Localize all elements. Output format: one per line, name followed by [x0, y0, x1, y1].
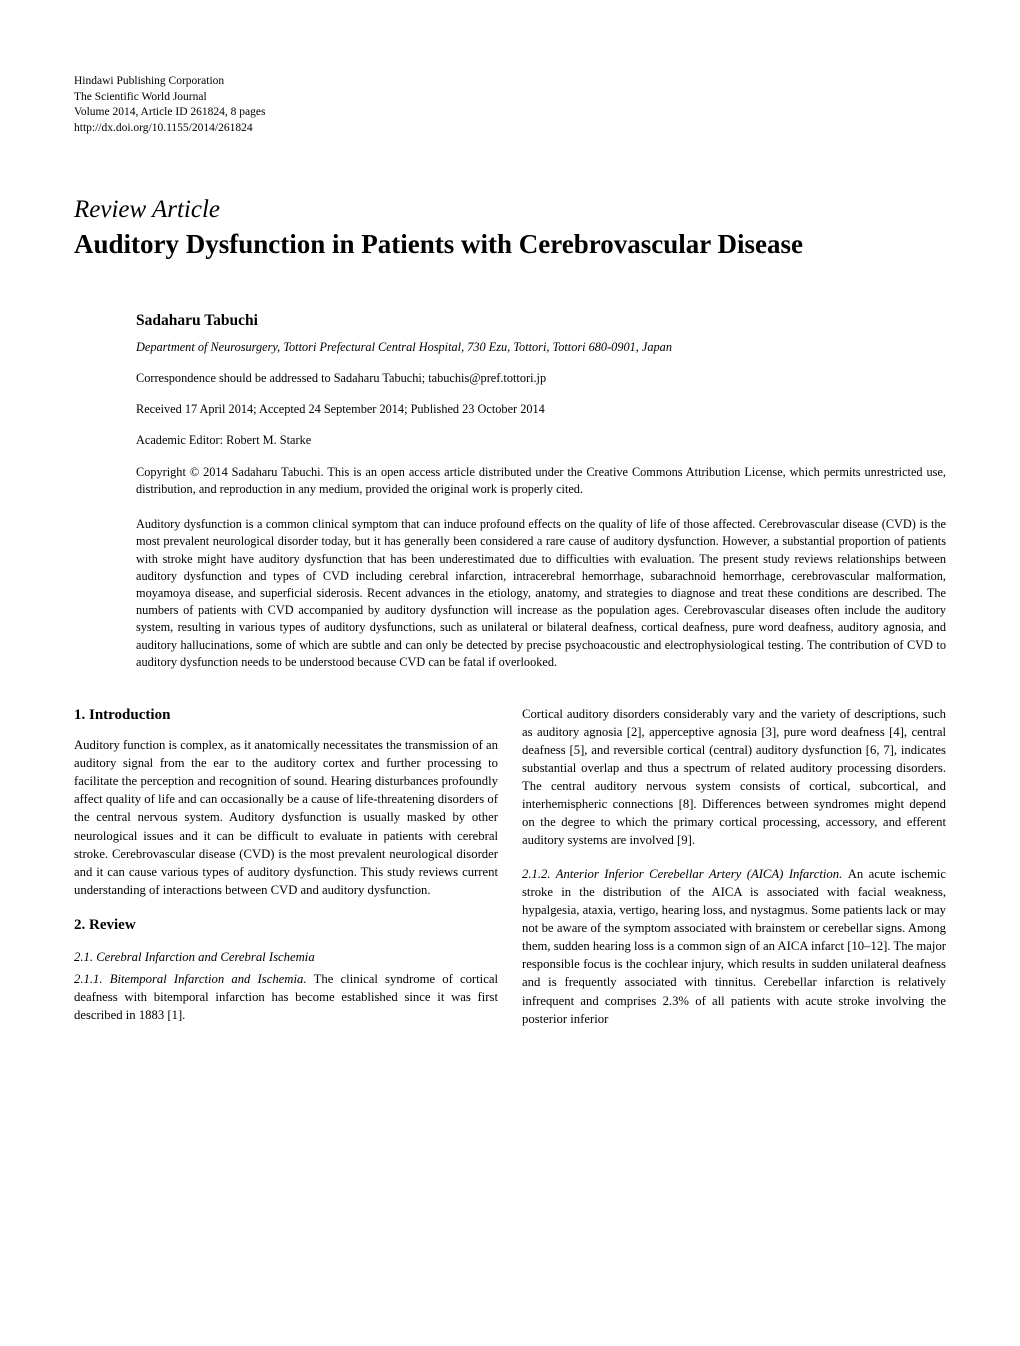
page: Hindawi Publishing Corporation The Scien… — [0, 0, 1020, 1078]
journal-line: The Scientific World Journal — [74, 90, 946, 106]
paragraph-top-right: Cortical auditory disorders considerably… — [522, 705, 946, 849]
author-name: Sadaharu Tabuchi — [136, 312, 946, 330]
doi-line: http://dx.doi.org/10.1155/2014/261824 — [74, 121, 946, 137]
runin-heading-211: 2.1.1. Bitemporal Infarction and Ischemi… — [74, 972, 314, 986]
article-dates: Received 17 April 2014; Accepted 24 Sept… — [136, 402, 946, 417]
left-column: 1. Introduction Auditory function is com… — [74, 705, 498, 1028]
body-columns: 1. Introduction Auditory function is com… — [74, 705, 946, 1028]
paragraph-211: 2.1.1. Bitemporal Infarction and Ischemi… — [74, 970, 498, 1024]
article-title: Auditory Dysfunction in Patients with Ce… — [74, 228, 946, 262]
intro-paragraph: Auditory function is complex, as it anat… — [74, 736, 498, 898]
academic-editor: Academic Editor: Robert M. Starke — [136, 433, 946, 448]
publisher-line: Hindawi Publishing Corporation — [74, 74, 946, 90]
right-column: Cortical auditory disorders considerably… — [522, 705, 946, 1028]
copyright-notice: Copyright © 2014 Sadaharu Tabuchi. This … — [136, 464, 946, 498]
publication-info: Hindawi Publishing Corporation The Scien… — [74, 74, 946, 136]
subsection-heading-21: 2.1. Cerebral Infarction and Cerebral Is… — [74, 948, 498, 966]
paragraph-212: 2.1.2. Anterior Inferior Cerebellar Arte… — [522, 865, 946, 1027]
correspondence: Correspondence should be addressed to Sa… — [136, 371, 946, 386]
runin-heading-212: 2.1.2. Anterior Inferior Cerebellar Arte… — [522, 867, 848, 881]
abstract: Auditory dysfunction is a common clinica… — [136, 516, 946, 671]
volume-line: Volume 2014, Article ID 261824, 8 pages — [74, 105, 946, 121]
affiliation: Department of Neurosurgery, Tottori Pref… — [136, 340, 946, 355]
section-heading-review: 2. Review — [74, 915, 498, 936]
section-heading-introduction: 1. Introduction — [74, 705, 498, 726]
text-212: An acute ischemic stroke in the distribu… — [522, 867, 946, 1025]
author-block: Sadaharu Tabuchi Department of Neurosurg… — [74, 312, 946, 671]
article-type: Review Article — [74, 196, 946, 224]
